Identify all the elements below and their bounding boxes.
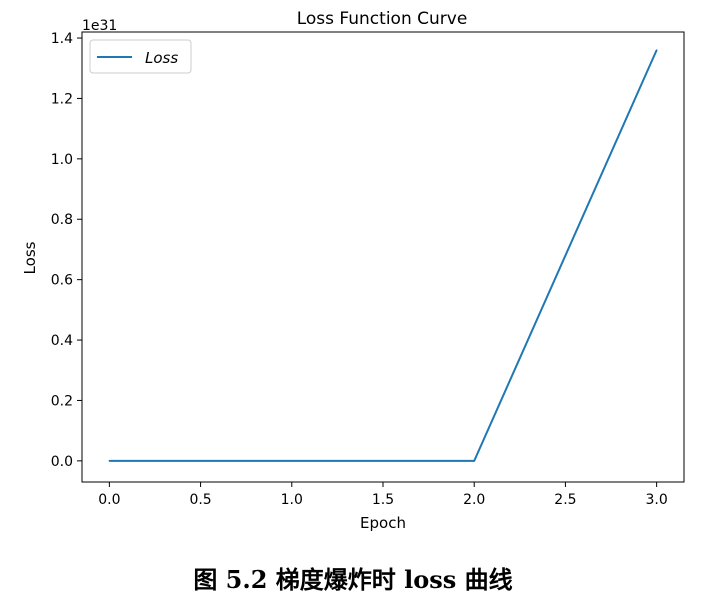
x-axis-label: Epoch xyxy=(360,514,406,532)
y-axis-ticks: 0.0 0.2 0.4 0.6 0.8 1.0 1.2 1.4 xyxy=(51,31,82,470)
legend: Loss xyxy=(89,39,192,74)
x-axis-ticks: 0.0 0.5 1.0 1.5 2.0 2.5 3.0 xyxy=(98,482,668,508)
data-point xyxy=(473,460,476,462)
plot-area xyxy=(81,31,685,483)
x-tick-label: 2.0 xyxy=(463,492,485,508)
legend-label-loss: Loss xyxy=(145,49,178,67)
y-tick-label: 1.4 xyxy=(51,31,73,47)
y-tick-label: 0.2 xyxy=(51,393,73,409)
x-tick-label: 0.0 xyxy=(98,492,120,508)
x-tick-label: 0.5 xyxy=(189,492,211,508)
y-tick-label: 0.8 xyxy=(51,212,73,228)
data-point xyxy=(108,460,111,462)
y-tick-label: 1.2 xyxy=(51,91,73,107)
y-tick-label: 0.0 xyxy=(51,454,73,470)
y-tick-label: 0.4 xyxy=(51,333,73,349)
y-axis-label: Loss xyxy=(21,241,39,274)
loss-chart: Loss Function Curve 1e31 0.0 0.5 1.0 1.5 2.0… xyxy=(21,9,685,532)
x-tick-label: 1.5 xyxy=(372,492,394,508)
legend-box xyxy=(89,39,192,74)
data-point xyxy=(290,460,293,462)
x-tick-label: 2.5 xyxy=(554,492,576,508)
figure-caption: 图 5.2 梯度爆炸时 loss 曲线 xyxy=(193,565,513,594)
x-tick-label: 3.0 xyxy=(646,492,668,508)
y-offset-label: 1e31 xyxy=(82,18,117,34)
data-point xyxy=(655,49,658,51)
y-tick-label: 0.6 xyxy=(51,273,73,289)
chart-title: Loss Function Curve xyxy=(297,9,468,29)
y-tick-label: 1.0 xyxy=(51,152,73,168)
x-tick-label: 1.0 xyxy=(281,492,303,508)
series-layer xyxy=(108,49,658,462)
series-line-loss xyxy=(109,49,658,462)
